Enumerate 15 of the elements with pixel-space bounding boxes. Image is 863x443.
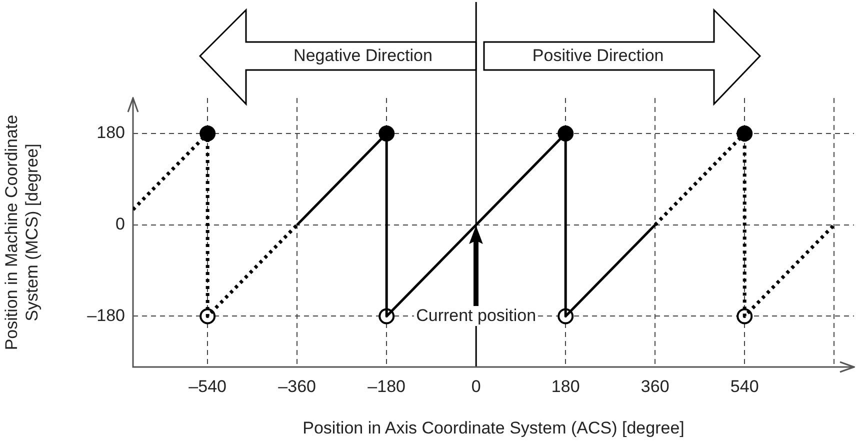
annotation: Current position (414, 306, 538, 326)
y-tick-label: 0 (116, 214, 125, 234)
text: Negative Direction (294, 46, 432, 66)
x-tick-label: 540 (730, 376, 759, 396)
x-tick-label: –540 (188, 376, 226, 396)
text: Positive Direction (532, 46, 664, 66)
y-tick-label: –180 (87, 306, 125, 325)
x-tick-label: –180 (368, 376, 406, 396)
y-axis-title: Position in Machine Coordinate System (MCS) [degree] (2, 114, 42, 350)
x-tick-label: 0 (471, 376, 481, 396)
x-tick-label: 180 (551, 376, 580, 396)
x-axis-title: Position in Axis Coordinate System (ACS) [degree] (302, 418, 684, 438)
x-tick-label: –360 (278, 376, 316, 396)
x-tick-label: 360 (640, 376, 670, 396)
y-tick-label: 180 (96, 123, 125, 142)
